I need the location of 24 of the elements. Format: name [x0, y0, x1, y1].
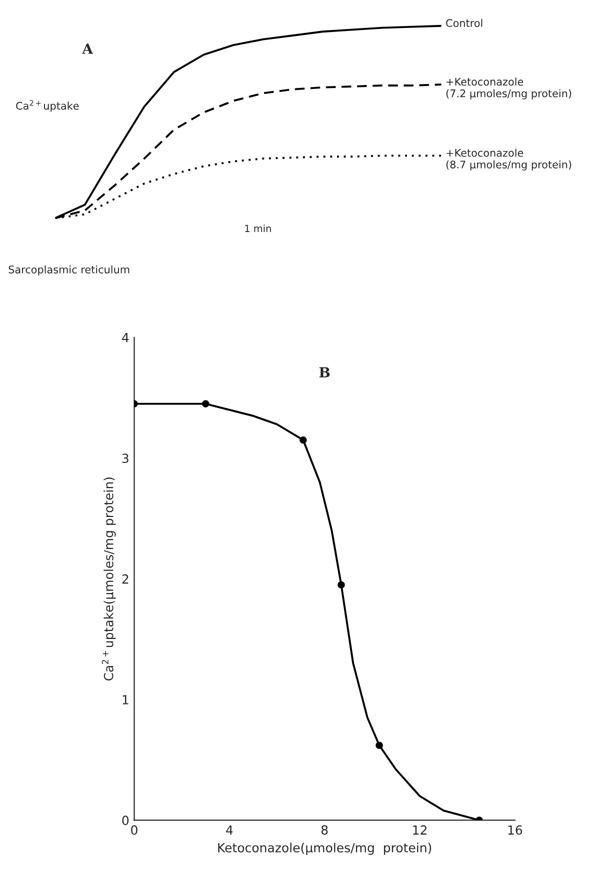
point: [202, 400, 210, 408]
y-tick-label: 4: [122, 333, 129, 342]
x-tick-label: 4: [226, 825, 233, 835]
series-label: Control: [446, 18, 482, 27]
text: Sarcoplasmic reticulum: [8, 265, 130, 276]
x-tick-label: 12: [413, 825, 426, 835]
x-tick-label: 16: [508, 825, 522, 835]
x-axis-title: Ketoconazole(µmoles/mg protein): [218, 842, 432, 855]
point: [338, 581, 345, 588]
y-axis-title: Ca$^{2+}$uptake(µmoles/mg protein): [102, 478, 116, 680]
y-tick-label: 0: [122, 816, 129, 826]
text: A: [82, 44, 94, 54]
y-axis-title: Ca$^{2+}$uptake: [16, 100, 79, 112]
point: [376, 742, 383, 750]
series-label: +Ketoconazole (8.7 µmoles/mg protein): [446, 148, 572, 170]
series-label: +Ketoconazole (7.2 µmoles/mg protein): [446, 78, 572, 100]
text: 1 min: [245, 224, 271, 232]
text: B: [319, 367, 330, 378]
y-tick-label: 3: [122, 454, 128, 464]
x-tick-label: 8: [321, 825, 328, 835]
y-tick-label: 2: [122, 574, 128, 584]
point: [300, 436, 307, 444]
y-tick-label: 1: [122, 695, 128, 704]
x-tick-label: 0: [131, 825, 138, 835]
